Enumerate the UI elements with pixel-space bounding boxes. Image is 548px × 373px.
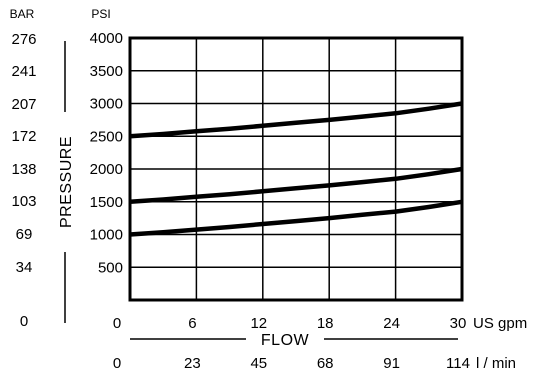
gpm-tick-label: 12 — [250, 315, 267, 332]
psi-tick-label: 3000 — [90, 96, 123, 113]
psi-tick-labels: 4000 3500 3000 2500 2000 1500 1000 500 — [90, 30, 123, 276]
series-line-3 — [129, 199, 463, 237]
bar-tick-label: 103 — [11, 193, 36, 210]
bar-tick-labels: 276 241 207 172 138 103 69 34 0 — [11, 31, 36, 330]
x-axis-title: FLOW — [261, 332, 310, 349]
series-layer — [129, 101, 463, 237]
bar-tick-label: 276 — [11, 31, 36, 48]
gpm-unit-label: US gpm — [473, 315, 527, 332]
gpm-tick-labels: 0 6 12 18 24 30 — [113, 315, 467, 332]
gpm-tick-label: 6 — [188, 315, 196, 332]
bar-tick-label: 207 — [11, 96, 36, 113]
bar-tick-label: 69 — [16, 226, 33, 243]
gpm-tick-label: 24 — [383, 315, 400, 332]
psi-header: PSI — [91, 7, 110, 21]
gpm-tick-label: 0 — [113, 315, 121, 332]
bar-tick-label: 172 — [11, 128, 36, 145]
psi-tick-label: 1500 — [90, 194, 123, 211]
psi-tick-label: 2000 — [90, 161, 123, 178]
bar-tick-label: 34 — [16, 259, 33, 276]
grid-lines — [130, 38, 462, 300]
psi-tick-label: 3500 — [90, 63, 123, 80]
lmin-tick-label: 68 — [317, 355, 334, 372]
psi-tick-label: 500 — [98, 259, 123, 276]
bar-tick-label: 241 — [11, 63, 36, 80]
lmin-tick-label: 0 — [113, 355, 121, 372]
series-line-2 — [129, 166, 463, 205]
lmin-tick-label: 23 — [184, 355, 201, 372]
bar-header: BAR — [10, 7, 35, 21]
gpm-tick-label: 18 — [317, 315, 334, 332]
bar-tick-label: 138 — [11, 161, 36, 178]
lmin-tick-labels: 0 23 45 68 91 114 — [113, 355, 470, 372]
lmin-unit-label: l / min — [476, 355, 516, 372]
lmin-tick-label: 91 — [383, 355, 400, 372]
psi-tick-label: 2500 — [90, 128, 123, 145]
lmin-tick-label: 114 — [446, 355, 470, 372]
lmin-tick-label: 45 — [250, 355, 267, 372]
psi-tick-label: 4000 — [90, 30, 123, 47]
psi-tick-label: 1000 — [90, 227, 123, 244]
series-line-1 — [129, 101, 463, 139]
bar-tick-label: 0 — [20, 313, 28, 330]
gpm-tick-label: 30 — [450, 315, 467, 332]
y-axis-title: PRESSURE — [58, 136, 75, 228]
